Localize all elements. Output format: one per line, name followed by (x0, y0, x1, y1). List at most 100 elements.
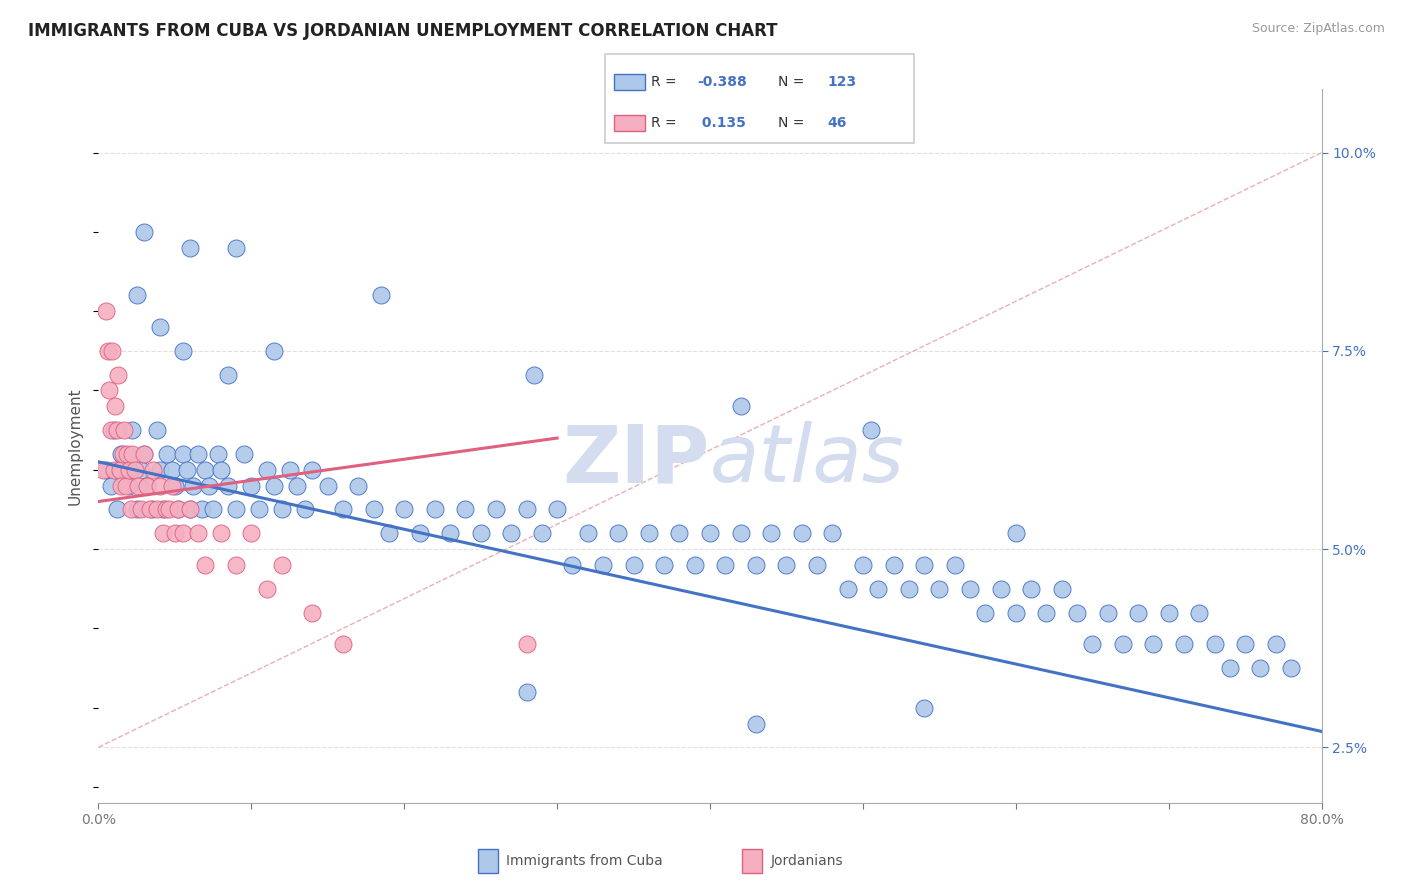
Point (120, 502, 142, 516)
Point (160, 463, 183, 477)
Point (1097, 606, 1119, 620)
Point (928, 582, 950, 596)
Point (623, 558, 645, 572)
Point (370, 288, 392, 302)
Point (121, 423, 143, 437)
Text: R =: R = (651, 75, 681, 89)
Point (790, 526, 813, 541)
Point (142, 463, 165, 477)
Point (363, 502, 385, 516)
Point (897, 582, 920, 596)
Point (209, 463, 232, 477)
Point (202, 502, 225, 516)
Point (592, 558, 614, 572)
Point (152, 526, 174, 541)
Point (1066, 606, 1088, 620)
Text: ZIP: ZIP (562, 421, 710, 500)
Point (439, 526, 461, 541)
Point (167, 502, 190, 516)
Point (157, 502, 180, 516)
Point (1004, 526, 1026, 541)
Point (194, 558, 217, 572)
Point (256, 582, 278, 596)
Point (1050, 582, 1073, 596)
Point (163, 478, 186, 492)
Point (576, 526, 599, 541)
Point (501, 526, 523, 541)
Point (103, 463, 125, 477)
Point (111, 447, 134, 461)
Point (637, 526, 661, 541)
Point (101, 343, 124, 358)
Point (745, 716, 768, 731)
Point (127, 478, 149, 492)
Point (152, 502, 174, 516)
Point (668, 526, 690, 541)
Point (1249, 661, 1271, 675)
Point (129, 502, 152, 516)
Point (240, 526, 263, 541)
Point (263, 478, 285, 492)
Point (197, 478, 219, 492)
Bar (742, 848, 762, 873)
Point (1112, 637, 1135, 651)
Point (730, 526, 752, 541)
Text: N =: N = (778, 75, 808, 89)
Point (821, 526, 844, 541)
Point (141, 502, 163, 516)
Point (94, 463, 117, 477)
Point (112, 423, 135, 437)
Point (108, 463, 131, 477)
Point (806, 558, 828, 572)
Point (1035, 606, 1057, 620)
Point (270, 558, 292, 572)
Point (561, 558, 583, 572)
Point (94, 304, 117, 318)
Point (1142, 637, 1164, 651)
Point (423, 502, 446, 516)
Point (1173, 637, 1195, 651)
Point (652, 558, 675, 572)
Point (232, 447, 254, 461)
Point (301, 463, 323, 477)
Text: N =: N = (778, 116, 808, 130)
Point (187, 447, 209, 461)
Point (347, 478, 370, 492)
Point (125, 288, 148, 302)
Point (187, 526, 209, 541)
Point (160, 478, 183, 492)
Text: 0.135: 0.135 (697, 116, 747, 130)
Point (172, 526, 194, 541)
Point (912, 558, 935, 572)
Point (408, 526, 430, 541)
Point (149, 478, 172, 492)
Point (167, 502, 190, 516)
Point (607, 526, 630, 541)
Point (217, 478, 239, 492)
Point (316, 478, 339, 492)
Point (959, 582, 981, 596)
Point (1004, 606, 1026, 620)
Point (179, 241, 201, 255)
Point (868, 582, 890, 596)
Point (454, 502, 477, 516)
Point (176, 463, 198, 477)
Point (859, 423, 882, 437)
Point (775, 558, 797, 572)
Point (883, 558, 905, 572)
Point (181, 478, 204, 492)
Point (110, 447, 132, 461)
Point (134, 447, 156, 461)
Point (225, 558, 247, 572)
Text: -0.388: -0.388 (697, 75, 747, 89)
Point (139, 502, 162, 516)
Point (699, 526, 721, 541)
Point (745, 558, 768, 572)
Point (209, 526, 232, 541)
Point (1081, 637, 1104, 651)
Point (115, 478, 138, 492)
Point (105, 423, 128, 437)
Point (207, 447, 229, 461)
Point (837, 582, 859, 596)
Point (191, 502, 214, 516)
